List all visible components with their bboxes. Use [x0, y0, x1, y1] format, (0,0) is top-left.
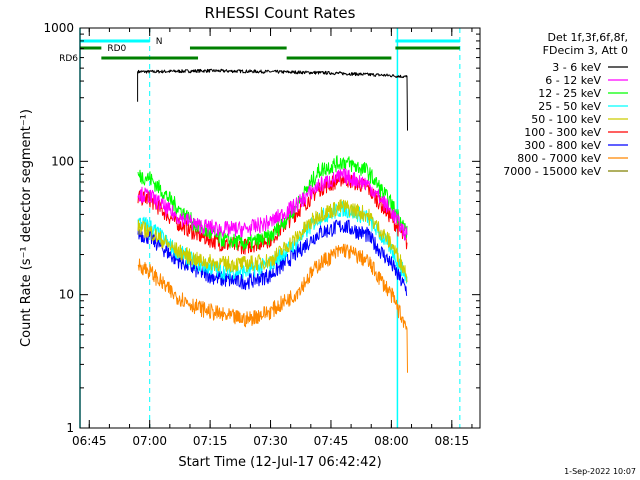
x-tick-label-5: 08:00 — [374, 434, 409, 448]
flag-label-rd6: RD6 — [59, 54, 78, 64]
series-line-3-6-kev — [137, 68, 408, 131]
legend-label-800-7000-kev: 800 - 7000 keV — [517, 152, 601, 165]
legend-label-25-50-kev: 25 - 50 keV — [538, 100, 601, 113]
series-layer — [137, 68, 408, 373]
x-axis-label: Start Time (12-Jul-17 06:42:42) — [178, 455, 381, 470]
y-tick-label-3: 1000 — [43, 21, 74, 35]
legend-label-12-25-kev: 12 - 25 keV — [538, 87, 601, 100]
y-tick-label-0: 1 — [66, 421, 74, 435]
y-tick-label-1: 10 — [59, 288, 74, 302]
x-tick-label-3: 07:30 — [253, 434, 288, 448]
legend-header-line-1: Det 1f,3f,6f,8f, — [547, 31, 628, 44]
x-tick-label-0: 06:45 — [72, 434, 107, 448]
x-tick-label-1: 07:00 — [132, 434, 167, 448]
axes-layer: 06:45 07:00 07:15 07:30 07:45 08:00 08:15 1 10 10… — [43, 21, 480, 448]
legend-label-7000-15000-kev: 7000 - 15000 keV — [503, 165, 601, 178]
y-axis-label: Count Rate (s⁻¹ detector segment⁻¹) — [19, 109, 34, 347]
plot-frame — [79, 27, 481, 429]
x-tick-label-2: 07:15 — [193, 434, 228, 448]
series-line-12-25-kev — [137, 155, 408, 251]
chart-title: RHESSI Count Rates — [205, 4, 356, 22]
series-line-800-7000-kev — [137, 243, 408, 373]
legend-header-line-2: FDecim 3, Att 0 — [543, 44, 628, 57]
flag-label-rd0: RD0 — [107, 44, 126, 54]
legend-label-50-100-kev: 50 - 100 keV — [531, 113, 601, 126]
legend-label-300-800-kev: 300 - 800 keV — [524, 139, 601, 152]
series-line-50-100-kev — [137, 199, 408, 283]
x-tick-label-6: 08:15 — [435, 434, 470, 448]
legend-label-100-300-kev: 100 - 300 keV — [524, 126, 601, 139]
flag-label-n: N — [156, 37, 163, 47]
legend-label-3-6-kev: 3 - 6 keV — [552, 61, 601, 74]
date-stamp: 1-Sep-2022 10:07 — [564, 467, 636, 476]
y-tick-label-2: 100 — [51, 154, 74, 168]
x-tick-label-4: 07:45 — [314, 434, 349, 448]
series-line-6-12-kev — [137, 168, 408, 241]
annotation-layer: N RD0 RD6 — [59, 28, 461, 428]
legend-label-6-12-kev: 6 - 12 keV — [545, 74, 601, 87]
series-line-300-800-kev — [137, 219, 408, 296]
